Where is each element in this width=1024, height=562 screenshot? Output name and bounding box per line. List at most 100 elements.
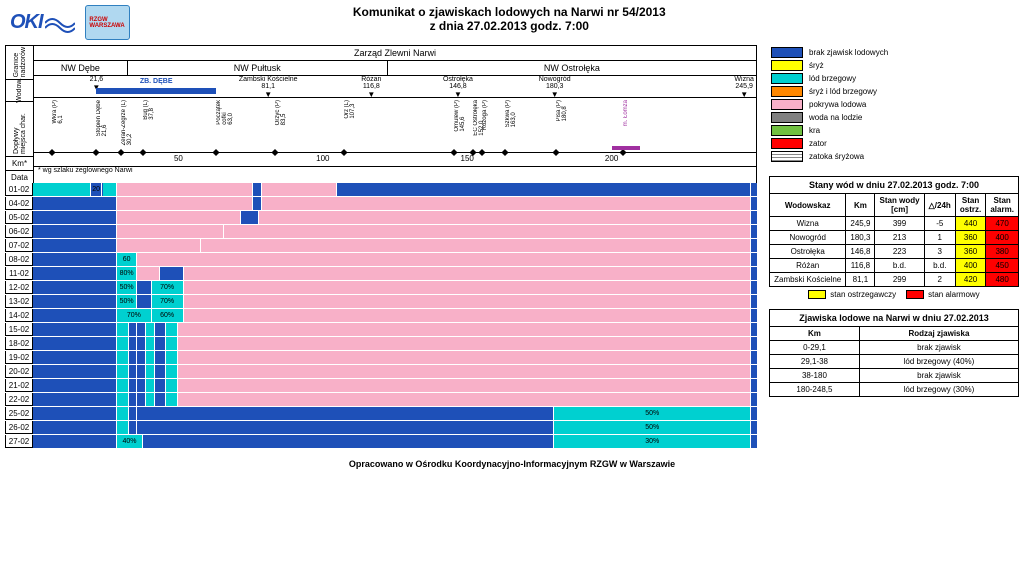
zjaw-row: 29,1-38lód brzegowy (40%) — [770, 355, 1019, 369]
gantt-segment — [33, 253, 117, 266]
gantt-date: 20-02 — [5, 365, 33, 378]
gantt-segment — [137, 323, 146, 336]
gantt-segment — [117, 225, 224, 238]
zjaw-cell: brak zjawisk — [859, 369, 1018, 383]
gantt-segment — [337, 183, 751, 196]
gantt-bar-area: 50% — [33, 407, 757, 420]
logo-oki: OKI — [10, 5, 75, 40]
mini-swatch — [906, 290, 924, 299]
gantt-segment — [117, 323, 129, 336]
stany-row: Różan116,8b.d.b.d.400450 — [770, 259, 1019, 273]
gantt-segment — [117, 365, 129, 378]
stany-cell: 116,8 — [846, 259, 875, 273]
gantt-row: 22-02 — [5, 393, 757, 407]
gantt-segment — [253, 197, 262, 210]
zjaw-table-title: Zjawiska lodowe na Narwi w dniu 27.02.20… — [769, 309, 1019, 326]
stany-cell: 400 — [986, 231, 1019, 245]
km-tick: 200 — [605, 154, 618, 163]
gantt-segment — [178, 365, 751, 378]
chart-area: Granice nadzorów Wodow. Dopływy miejsca … — [5, 45, 757, 449]
stany-cell: 399 — [875, 217, 924, 231]
gantt-date: 07-02 — [5, 239, 33, 252]
gantt-segment — [117, 421, 129, 434]
gantt-segment — [178, 323, 751, 336]
stany-cell: b.d. — [875, 259, 924, 273]
legend-label: lód brzegowy — [809, 74, 856, 83]
stany-header: Wodowskaz — [770, 194, 846, 217]
legend-label: brak zjawisk lodowych — [809, 48, 888, 57]
gantt-segment — [160, 267, 183, 280]
gantt-segment — [103, 183, 117, 196]
stany-cell: 245,9 — [846, 217, 875, 231]
gantt-date: 06-02 — [5, 225, 33, 238]
legend-label: kra — [809, 126, 820, 135]
stany-row: Wizna245,9399-5440470 — [770, 217, 1019, 231]
gantt-segment — [137, 365, 146, 378]
legend-swatch — [771, 138, 803, 149]
gantt-bar-area: 80% — [33, 267, 757, 280]
zjaw-table: KmRodzaj zjawiska0-29,1brak zjawisk29,1-… — [769, 326, 1019, 397]
gantt-segment — [33, 183, 91, 196]
legend-label: woda na lodzie — [809, 113, 862, 122]
gantt-segment — [117, 239, 201, 252]
gantt-bar-area — [33, 225, 757, 238]
gantt-segment — [117, 211, 242, 224]
gantt-segment — [155, 337, 167, 350]
wodow-marker: Różan116,8▼ — [341, 76, 401, 99]
gantt-row: 11-0280% — [5, 267, 757, 281]
axis-label-data: Data — [11, 173, 28, 182]
gantt-segment: 50% — [117, 295, 137, 308]
gantt-segment — [129, 407, 138, 420]
gantt-segment — [146, 323, 155, 336]
nw-section: NW Ostrołęka — [388, 61, 756, 75]
stany-cell: 400 — [955, 259, 985, 273]
gantt-segment — [178, 337, 751, 350]
stany-cell: 360 — [955, 231, 985, 245]
gantt-segment — [201, 239, 751, 252]
stany-header: △/24h — [924, 194, 955, 217]
gantt-segment — [117, 379, 129, 392]
gantt-segment — [129, 393, 138, 406]
gantt-segment-label: 50% — [120, 295, 134, 309]
gantt-segment — [129, 365, 138, 378]
zjaw-row: 180-248,5lód brzegowy (30%) — [770, 383, 1019, 397]
gantt-segment — [262, 183, 337, 196]
wodow-marker: Nowogród180,3▼ — [525, 76, 585, 99]
stany-cell: Zambski Kościelne — [770, 273, 846, 287]
gantt-segment — [33, 323, 117, 336]
gantt-segment: 70% — [152, 281, 184, 294]
stany-cell: 1 — [924, 231, 955, 245]
legend-label: zator — [809, 139, 827, 148]
gantt-segment — [184, 309, 752, 322]
zjaw-row: 38-180brak zjawisk — [770, 369, 1019, 383]
gantt-segment — [155, 365, 167, 378]
km-note: * wg szlaku żeglownego Narwi — [34, 167, 756, 179]
axis-label-granice: Granice nadzorów — [11, 45, 29, 79]
gantt-segment-label: 60% — [160, 309, 174, 323]
zjaw-cell: 38-180 — [770, 369, 860, 383]
gantt-segment — [137, 421, 554, 434]
legend-item: woda na lodzie — [771, 112, 1017, 123]
gantt-segment — [184, 295, 752, 308]
gantt-segment: 70% — [152, 295, 184, 308]
mini-legend: stan ostrzegawczystan alarmowy — [769, 290, 1019, 299]
gantt-segment — [166, 393, 178, 406]
gantt-segment — [117, 197, 253, 210]
gantt-row: 04-02 — [5, 197, 757, 211]
gantt-segment: 30% — [554, 435, 751, 448]
gantt-segment — [129, 351, 138, 364]
axis-label-km: Km* — [12, 159, 27, 168]
km-scale: 50100150200 — [34, 153, 756, 167]
gantt-segment: 80% — [117, 267, 137, 280]
gantt-segment — [259, 211, 751, 224]
gantt-chart: 01-022004-0205-0206-0207-0208-026011-028… — [5, 183, 757, 449]
legend-swatch — [771, 47, 803, 58]
gantt-segment — [146, 379, 155, 392]
stany-cell: 420 — [955, 273, 985, 287]
gantt-segment: 50% — [554, 407, 751, 420]
gantt-segment — [33, 351, 117, 364]
zjaw-cell: 0-29,1 — [770, 341, 860, 355]
gantt-segment-label: 40% — [122, 435, 136, 449]
gantt-bar-area: 20 — [33, 183, 757, 196]
gantt-bar-area — [33, 197, 757, 210]
